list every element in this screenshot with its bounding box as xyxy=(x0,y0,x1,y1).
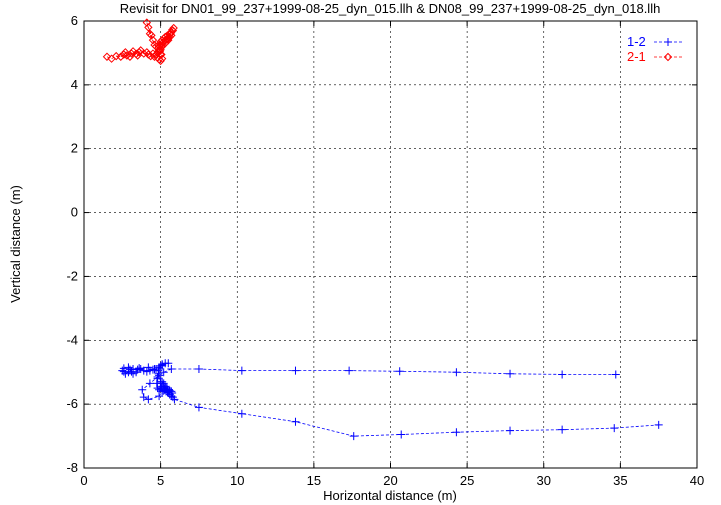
data-point-1-2 xyxy=(654,420,663,429)
y-tick-label: 6 xyxy=(71,13,78,28)
x-tick-label: 0 xyxy=(80,473,87,488)
x-tick-label: 10 xyxy=(230,473,244,488)
y-axis-label: Vertical distance (m) xyxy=(8,185,23,303)
data-point-1-2 xyxy=(150,365,159,374)
y-tick-label: 4 xyxy=(71,77,78,92)
data-point-1-2 xyxy=(167,387,176,396)
data-point-2-1 xyxy=(134,48,144,57)
data-point-1-2 xyxy=(291,366,300,375)
x-tick-label: 5 xyxy=(157,473,164,488)
x-axis: 0 5 10 15 20 25 30 35 40 xyxy=(80,21,704,488)
y-axis: -8 -6 -4 -2 0 2 4 6 xyxy=(66,13,697,475)
legend-marker-1-2 xyxy=(664,38,672,46)
data-point-1-2 xyxy=(154,366,163,375)
data-point-2-1 xyxy=(161,36,170,46)
y-tick-label: -2 xyxy=(66,268,78,283)
data-point-1-2 xyxy=(129,365,138,374)
data-point-2-1 xyxy=(102,52,112,61)
data-point-1-2 xyxy=(156,377,165,386)
data-point-1-2 xyxy=(558,370,567,379)
data-point-1-2 xyxy=(139,393,148,402)
data-point-2-1 xyxy=(165,32,175,42)
legend-marker-2-1 xyxy=(663,52,673,62)
data-point-2-1 xyxy=(121,48,130,57)
data-point-1-2 xyxy=(237,409,246,418)
data-point-1-2 xyxy=(135,364,144,373)
series-1-2 xyxy=(118,359,663,441)
x-tick-label: 15 xyxy=(307,473,321,488)
data-point-2-1 xyxy=(145,29,155,38)
data-point-2-1 xyxy=(166,29,175,38)
y-tick-label: 0 xyxy=(71,205,78,220)
x-tick-label: 30 xyxy=(537,473,551,488)
data-point-2-1 xyxy=(139,49,148,58)
data-point-2-1 xyxy=(169,23,178,33)
y-tick-label: -6 xyxy=(66,396,78,411)
x-tick-label: 35 xyxy=(613,473,627,488)
y-tick-label: 2 xyxy=(71,141,78,156)
series-2-1 xyxy=(102,18,178,66)
legend-label-1-2: 1-2 xyxy=(627,34,646,49)
x-tick-label: 25 xyxy=(460,473,474,488)
data-point-1-2 xyxy=(152,379,161,388)
plot-frame xyxy=(83,20,698,469)
legend-label-2-1: 2-1 xyxy=(627,49,646,64)
data-point-1-2 xyxy=(610,424,619,433)
data-point-1-2 xyxy=(558,425,567,434)
y-tick-label: -8 xyxy=(66,460,78,475)
data-point-1-2 xyxy=(155,392,164,401)
data-point-1-2 xyxy=(158,387,167,396)
data-point-1-2 xyxy=(144,395,153,404)
data-point-2-1 xyxy=(150,40,159,50)
data-point-1-2 xyxy=(153,373,162,382)
data-point-2-1 xyxy=(156,56,165,66)
data-point-1-2 xyxy=(156,361,165,370)
data-point-1-2 xyxy=(506,369,515,378)
data-point-1-2 xyxy=(291,417,300,426)
data-point-1-2 xyxy=(138,385,147,394)
data-point-1-2 xyxy=(611,370,620,379)
data-point-1-2 xyxy=(506,426,515,435)
data-point-1-2 xyxy=(345,366,354,375)
data-point-1-2 xyxy=(144,363,153,372)
data-point-1-2 xyxy=(155,371,164,380)
data-point-1-2 xyxy=(194,365,203,374)
x-axis-label: Horizontal distance (m) xyxy=(323,488,457,503)
data-point-2-1 xyxy=(167,31,176,40)
data-point-1-2 xyxy=(159,368,168,377)
data-point-1-2 xyxy=(164,359,173,368)
series-layer xyxy=(102,18,663,441)
data-point-1-2 xyxy=(119,364,128,373)
grid xyxy=(84,21,697,468)
data-point-2-1 xyxy=(156,50,165,59)
x-tick-label: 40 xyxy=(690,473,704,488)
data-point-1-2 xyxy=(194,403,203,412)
data-point-1-2 xyxy=(349,432,358,441)
data-point-1-2 xyxy=(452,428,461,437)
data-point-1-2 xyxy=(395,367,404,376)
data-point-1-2 xyxy=(124,363,133,372)
data-point-2-1 xyxy=(142,18,152,27)
legend: 1-22-1 xyxy=(627,34,682,64)
data-point-2-1 xyxy=(144,23,153,32)
data-point-2-1 xyxy=(154,47,163,56)
data-point-1-2 xyxy=(397,430,406,439)
data-point-1-2 xyxy=(167,365,176,374)
x-tick-label: 20 xyxy=(383,473,397,488)
y-tick-label: -4 xyxy=(66,332,78,347)
data-point-1-2 xyxy=(145,379,154,388)
data-point-1-2 xyxy=(237,366,246,375)
data-point-1-2 xyxy=(452,368,461,377)
data-point-2-1 xyxy=(147,31,156,40)
data-point-1-2 xyxy=(153,384,162,393)
series-line-1-2 xyxy=(121,362,659,437)
chart-title: Revisit for DN01_99_237+1999-08-25_dyn_0… xyxy=(120,1,661,16)
